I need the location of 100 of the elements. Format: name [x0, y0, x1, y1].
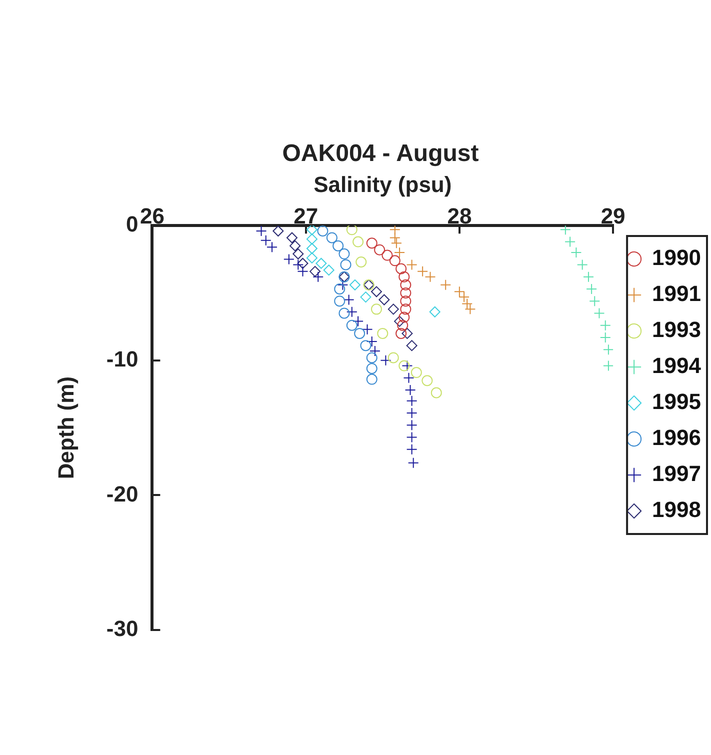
point [352, 316, 364, 327]
point [602, 344, 614, 356]
point [400, 288, 412, 298]
legend-label: 1994 [652, 353, 702, 378]
point [406, 432, 418, 443]
point [394, 247, 406, 258]
point [406, 407, 418, 418]
point [374, 244, 386, 256]
point [352, 236, 364, 248]
point [306, 252, 318, 264]
point [430, 387, 442, 398]
point [366, 336, 378, 348]
point [398, 312, 410, 323]
point [290, 240, 301, 252]
point [360, 292, 372, 303]
legend-label: 1995 [652, 389, 702, 414]
x-axis-title: Salinity (psu) [314, 172, 452, 198]
point [380, 354, 392, 366]
point [312, 271, 324, 282]
point [360, 340, 372, 352]
legend-label: 1993 [652, 317, 702, 342]
point [354, 328, 366, 339]
point [564, 236, 576, 248]
x-tick-label: 26 [140, 203, 164, 228]
point [403, 372, 414, 384]
point [343, 294, 354, 306]
point [389, 232, 400, 244]
point [429, 306, 440, 318]
legend-label: 1996 [652, 425, 702, 450]
x-tick-label: 28 [447, 203, 472, 228]
point [283, 254, 294, 265]
point [388, 352, 399, 364]
point [349, 279, 360, 290]
point [370, 304, 382, 315]
point [394, 316, 406, 327]
point [356, 256, 367, 268]
point [286, 232, 298, 244]
point [297, 258, 308, 269]
point [400, 304, 412, 315]
point [316, 258, 327, 269]
legend-label: 1998 [652, 497, 702, 522]
point [334, 283, 346, 294]
point [440, 279, 452, 290]
point [586, 283, 598, 294]
point [600, 320, 611, 331]
point [582, 271, 594, 282]
point [396, 263, 407, 274]
point [310, 266, 321, 277]
point [576, 259, 588, 270]
point [292, 248, 304, 260]
point [404, 384, 416, 396]
point [366, 352, 378, 364]
point [346, 306, 358, 318]
point [366, 374, 378, 385]
point [388, 304, 399, 315]
point [370, 286, 382, 298]
point [326, 232, 338, 244]
point [422, 375, 433, 386]
point [402, 328, 413, 339]
point [406, 444, 418, 455]
y-tick-label: 0 [126, 212, 138, 237]
point [389, 255, 400, 266]
point [334, 296, 346, 307]
point [560, 226, 571, 236]
point [400, 296, 412, 307]
point [389, 226, 400, 236]
point [366, 238, 378, 249]
point [306, 234, 318, 245]
point [340, 259, 352, 270]
point [400, 279, 412, 290]
y-axis-title: Depth (m) [53, 376, 78, 480]
chart-title: OAK004 - August [282, 140, 479, 168]
y-tick-label: -30 [106, 616, 138, 642]
point [396, 328, 407, 339]
point [406, 395, 418, 406]
point [570, 247, 582, 258]
point [397, 320, 408, 331]
point [366, 362, 378, 374]
point [272, 226, 284, 236]
point [378, 294, 390, 306]
point [382, 250, 393, 261]
legend-label: 1990 [652, 245, 702, 270]
point [256, 226, 267, 236]
point [306, 243, 318, 254]
point [406, 340, 418, 352]
y-tick-label: -10 [106, 346, 138, 372]
point [406, 420, 418, 431]
point [602, 360, 614, 372]
point [594, 308, 605, 319]
point [369, 345, 380, 356]
point [402, 360, 413, 372]
point [306, 226, 318, 236]
x-tick-label: 29 [600, 203, 626, 228]
x-tick-label: 27 [294, 203, 318, 228]
point [410, 367, 422, 378]
y-tick-label: -20 [106, 481, 138, 506]
point [408, 457, 419, 468]
point [589, 296, 600, 307]
point [406, 259, 418, 270]
point [338, 248, 350, 260]
